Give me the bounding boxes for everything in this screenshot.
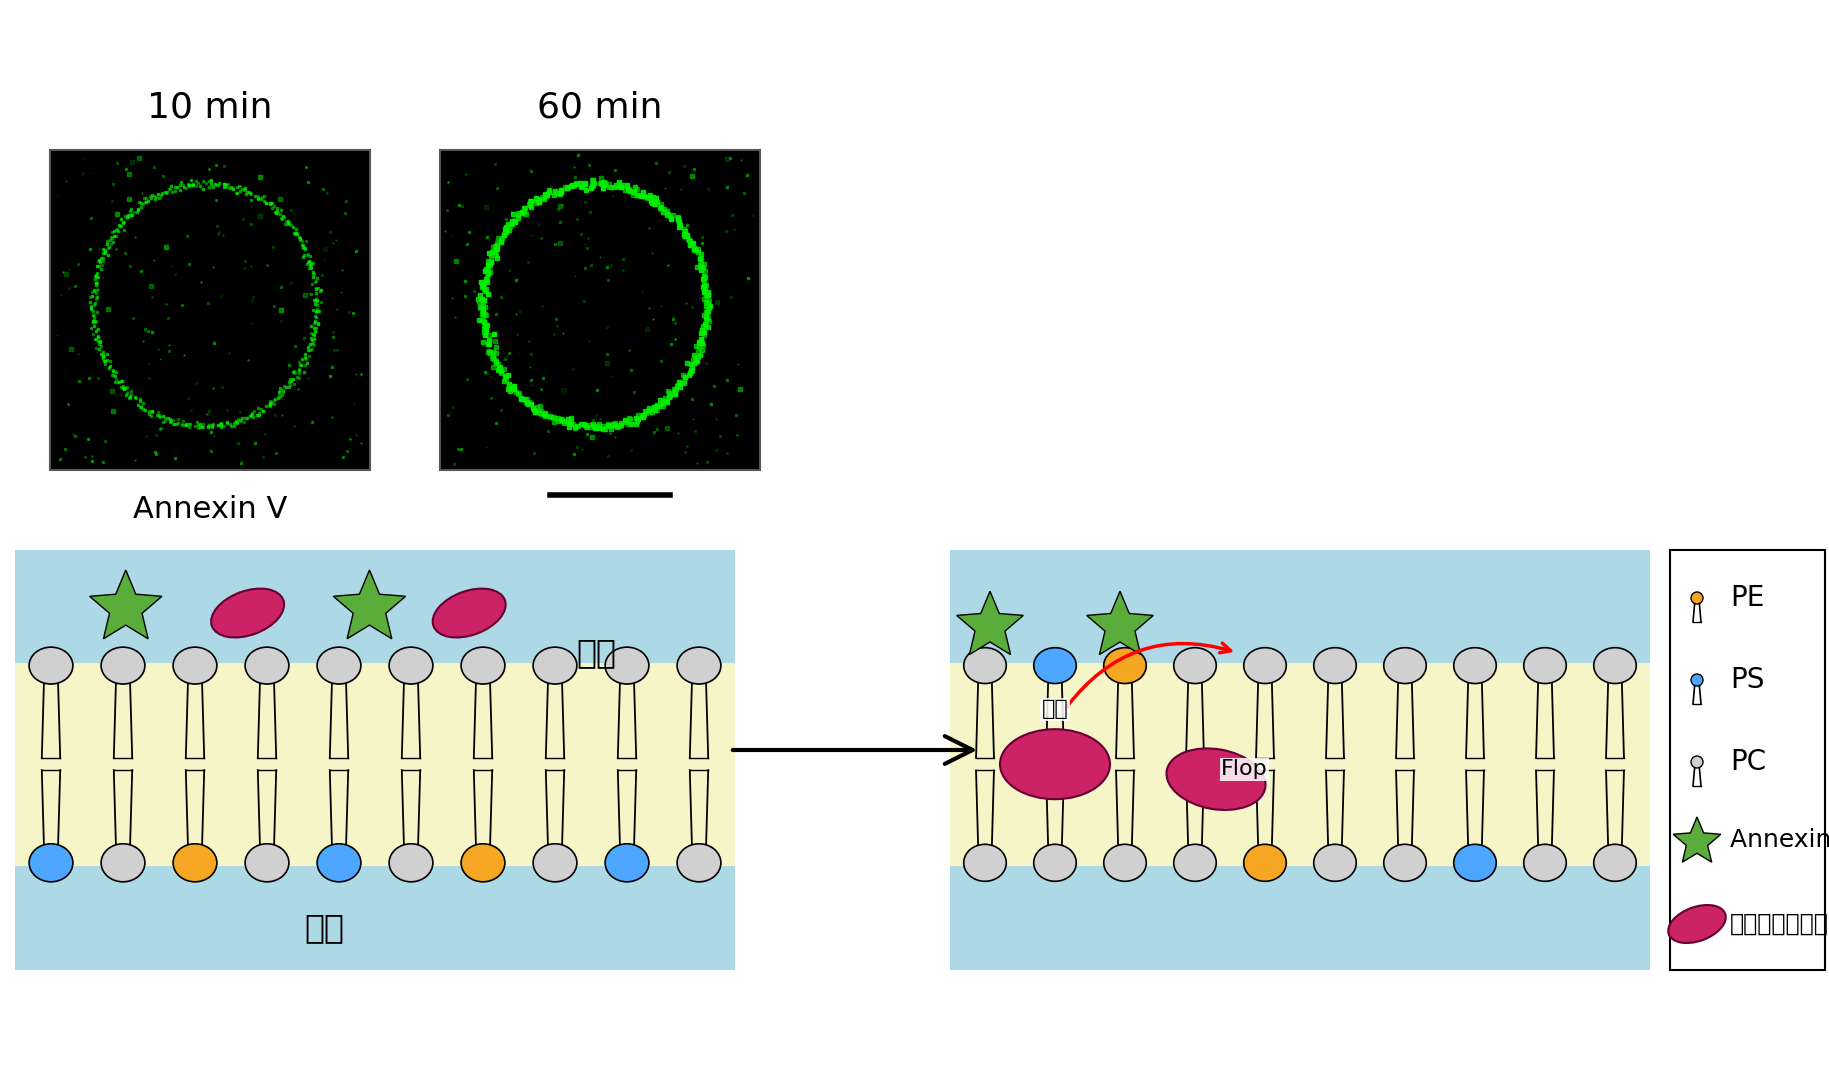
Text: PS: PS [1730,666,1765,694]
Ellipse shape [29,647,73,684]
Ellipse shape [1524,647,1566,684]
Ellipse shape [101,844,144,882]
Ellipse shape [1000,729,1110,799]
Ellipse shape [316,647,360,684]
Ellipse shape [1103,647,1147,684]
Ellipse shape [1668,905,1727,943]
Ellipse shape [1167,748,1266,810]
Ellipse shape [532,647,576,684]
Ellipse shape [1174,647,1216,684]
Ellipse shape [1385,844,1427,882]
FancyBboxPatch shape [15,550,735,970]
Ellipse shape [1524,844,1566,882]
Ellipse shape [210,588,283,638]
Ellipse shape [605,844,649,882]
Polygon shape [90,570,163,639]
Ellipse shape [1313,647,1357,684]
Text: シンナマイシン: シンナマイシン [1730,912,1829,936]
Ellipse shape [245,647,289,684]
Text: Annexin V: Annexin V [134,495,287,524]
Ellipse shape [461,844,505,882]
Text: 結合: 結合 [1043,699,1068,719]
Polygon shape [1674,817,1721,862]
Ellipse shape [1033,844,1075,882]
Ellipse shape [1244,647,1286,684]
Ellipse shape [964,647,1006,684]
Ellipse shape [1244,844,1286,882]
Text: Annexin V: Annexin V [1730,828,1829,852]
Ellipse shape [1593,844,1637,882]
Ellipse shape [1692,674,1703,686]
Ellipse shape [532,844,576,882]
FancyBboxPatch shape [49,150,369,470]
Ellipse shape [1593,647,1637,684]
Ellipse shape [1454,844,1496,882]
Ellipse shape [174,647,218,684]
Text: 外膜: 外膜 [576,636,616,669]
Ellipse shape [677,844,721,882]
FancyBboxPatch shape [949,662,1650,866]
Polygon shape [333,570,406,639]
Ellipse shape [605,647,649,684]
Polygon shape [1086,592,1154,655]
Ellipse shape [1103,844,1147,882]
Ellipse shape [1454,647,1496,684]
Ellipse shape [1692,592,1703,603]
Ellipse shape [1385,647,1427,684]
Ellipse shape [1692,756,1703,768]
FancyBboxPatch shape [949,550,1650,970]
Ellipse shape [1313,844,1357,882]
FancyBboxPatch shape [441,150,761,470]
Ellipse shape [390,844,433,882]
Text: Flop: Flop [1222,760,1267,779]
Text: 60 min: 60 min [538,91,662,125]
Ellipse shape [29,844,73,882]
Ellipse shape [174,844,218,882]
Ellipse shape [461,647,505,684]
Text: PC: PC [1730,748,1767,776]
Ellipse shape [316,844,360,882]
Ellipse shape [1174,844,1216,882]
Ellipse shape [245,844,289,882]
Text: PE: PE [1730,584,1765,612]
Ellipse shape [101,647,144,684]
Ellipse shape [390,647,433,684]
Ellipse shape [1033,647,1075,684]
Text: 内膜: 内膜 [305,911,344,944]
Ellipse shape [964,844,1006,882]
Ellipse shape [677,647,721,684]
FancyBboxPatch shape [1670,550,1825,970]
FancyBboxPatch shape [15,662,735,866]
Ellipse shape [433,588,505,638]
Polygon shape [957,592,1022,655]
Text: 10 min: 10 min [148,91,273,125]
